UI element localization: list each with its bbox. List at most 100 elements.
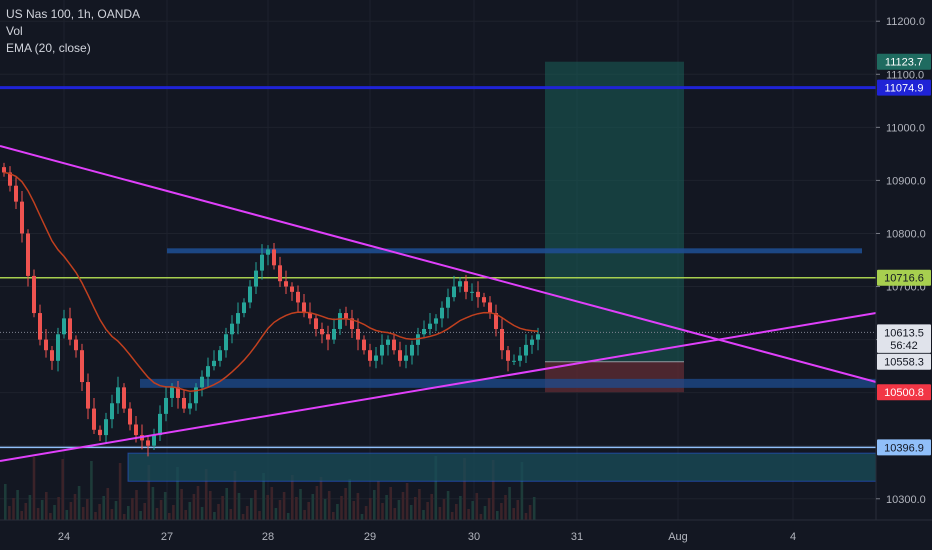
candle-body <box>188 403 192 409</box>
ema-line-group <box>3 171 539 392</box>
volume-bar <box>258 511 261 520</box>
candle-body <box>20 201 24 234</box>
candle-body <box>200 376 204 388</box>
volume-bar <box>504 495 507 520</box>
volume-bar <box>168 513 171 520</box>
price-tick-label: 11100.0 <box>886 69 924 81</box>
volume-bar <box>204 469 208 520</box>
volume-bar <box>307 502 310 520</box>
volume-bar <box>373 490 376 520</box>
volume-bar <box>483 506 487 520</box>
price-axis[interactable]: 11200.011100.011000.010900.010800.010700… <box>875 0 932 550</box>
volume-bar <box>57 497 60 520</box>
volume-bar <box>385 495 388 520</box>
candle-body <box>230 323 234 335</box>
volume-bar <box>262 473 265 520</box>
candle-body <box>272 249 276 266</box>
volume-bar <box>274 508 278 520</box>
volume-bar <box>315 486 319 520</box>
volume-bar <box>471 501 474 520</box>
candle-body <box>296 291 300 303</box>
candle-body <box>326 334 330 340</box>
volume-bar <box>53 505 56 520</box>
chart-legend: US Nas 100, 1h, OANDA Vol EMA (20, close… <box>6 6 140 57</box>
candle-body <box>212 360 216 367</box>
price-tag-box <box>877 269 931 286</box>
candle-body <box>128 408 132 425</box>
candle-body <box>344 313 348 319</box>
price-tag-box <box>877 353 931 370</box>
support-zone <box>140 378 876 388</box>
candle-body <box>80 350 84 383</box>
price-tag-box <box>877 336 931 353</box>
price-tag-label: 10716.6 <box>884 273 924 285</box>
volume-bar <box>147 465 151 520</box>
price-tag-box <box>877 384 931 401</box>
volume-bar <box>127 506 130 520</box>
volume-bar <box>81 507 85 520</box>
volume-bar <box>418 489 421 520</box>
candle-body <box>236 313 240 324</box>
volume-bar <box>217 504 220 520</box>
volume-bar <box>295 497 298 520</box>
volume-bar <box>479 514 483 520</box>
price-tag: 10716.6 <box>877 269 931 286</box>
horizontal-levels[interactable] <box>0 86 876 449</box>
volume-bar <box>524 513 528 520</box>
ema-indicator-label[interactable]: EMA (20, close) <box>6 41 91 55</box>
volume-bar <box>159 500 163 520</box>
candle-body <box>104 419 108 436</box>
ema-line <box>3 171 539 392</box>
volume-bar <box>368 498 372 520</box>
candle-body <box>170 387 174 398</box>
symbol-title[interactable]: US Nas 100, 1h, OANDA <box>6 7 141 21</box>
volume-bar <box>430 494 433 520</box>
volume-bar <box>139 511 142 520</box>
volume-bar <box>389 487 392 520</box>
volume-bar <box>143 503 146 520</box>
candle-body <box>74 339 78 351</box>
price-tag-label: 10396.9 <box>884 442 924 454</box>
candle-body <box>164 397 168 414</box>
time-axis[interactable]: 24 27 28 29 30 31 Aug 4 <box>0 519 932 550</box>
time-tick-label: 31 <box>571 531 583 543</box>
volume-bar <box>291 475 294 520</box>
volume-bar <box>28 495 32 520</box>
candle-body <box>332 328 336 340</box>
volume-bar <box>250 498 253 520</box>
candle-body <box>422 328 426 335</box>
volume-bar <box>467 509 470 520</box>
volume-bar <box>500 503 503 520</box>
price-tag-label: 10613.5 <box>884 327 924 339</box>
price-tag-label: 56:42 <box>890 340 918 352</box>
volume-bar <box>356 493 360 520</box>
candle-body <box>362 339 366 351</box>
volume-bar <box>40 500 44 520</box>
volume-indicator-label[interactable]: Vol <box>6 24 23 38</box>
volume-bar <box>352 501 356 520</box>
candle-body <box>518 355 522 361</box>
volume-bar <box>348 479 351 520</box>
candle-body <box>182 397 186 409</box>
trendlines[interactable] <box>0 145 877 462</box>
candle-body <box>476 291 480 298</box>
candle-body <box>116 387 120 404</box>
volume-bar <box>446 491 450 520</box>
candle-body <box>110 403 114 420</box>
volume-bar <box>45 492 48 520</box>
volume-bar <box>266 495 269 520</box>
candle-body <box>14 185 18 202</box>
resistance-zone <box>167 248 862 254</box>
volume-bar <box>323 499 327 520</box>
candle-body <box>68 318 72 340</box>
candle-body <box>146 440 150 446</box>
time-tick-label: Aug <box>668 531 688 543</box>
candle-body <box>122 387 126 409</box>
volume-bar <box>114 501 118 520</box>
volume-bar <box>459 496 462 520</box>
volume-bar <box>282 492 286 520</box>
volume-bar <box>241 514 245 520</box>
time-tick-label: 27 <box>161 531 173 543</box>
price-tag: 10613.5 <box>877 324 931 341</box>
